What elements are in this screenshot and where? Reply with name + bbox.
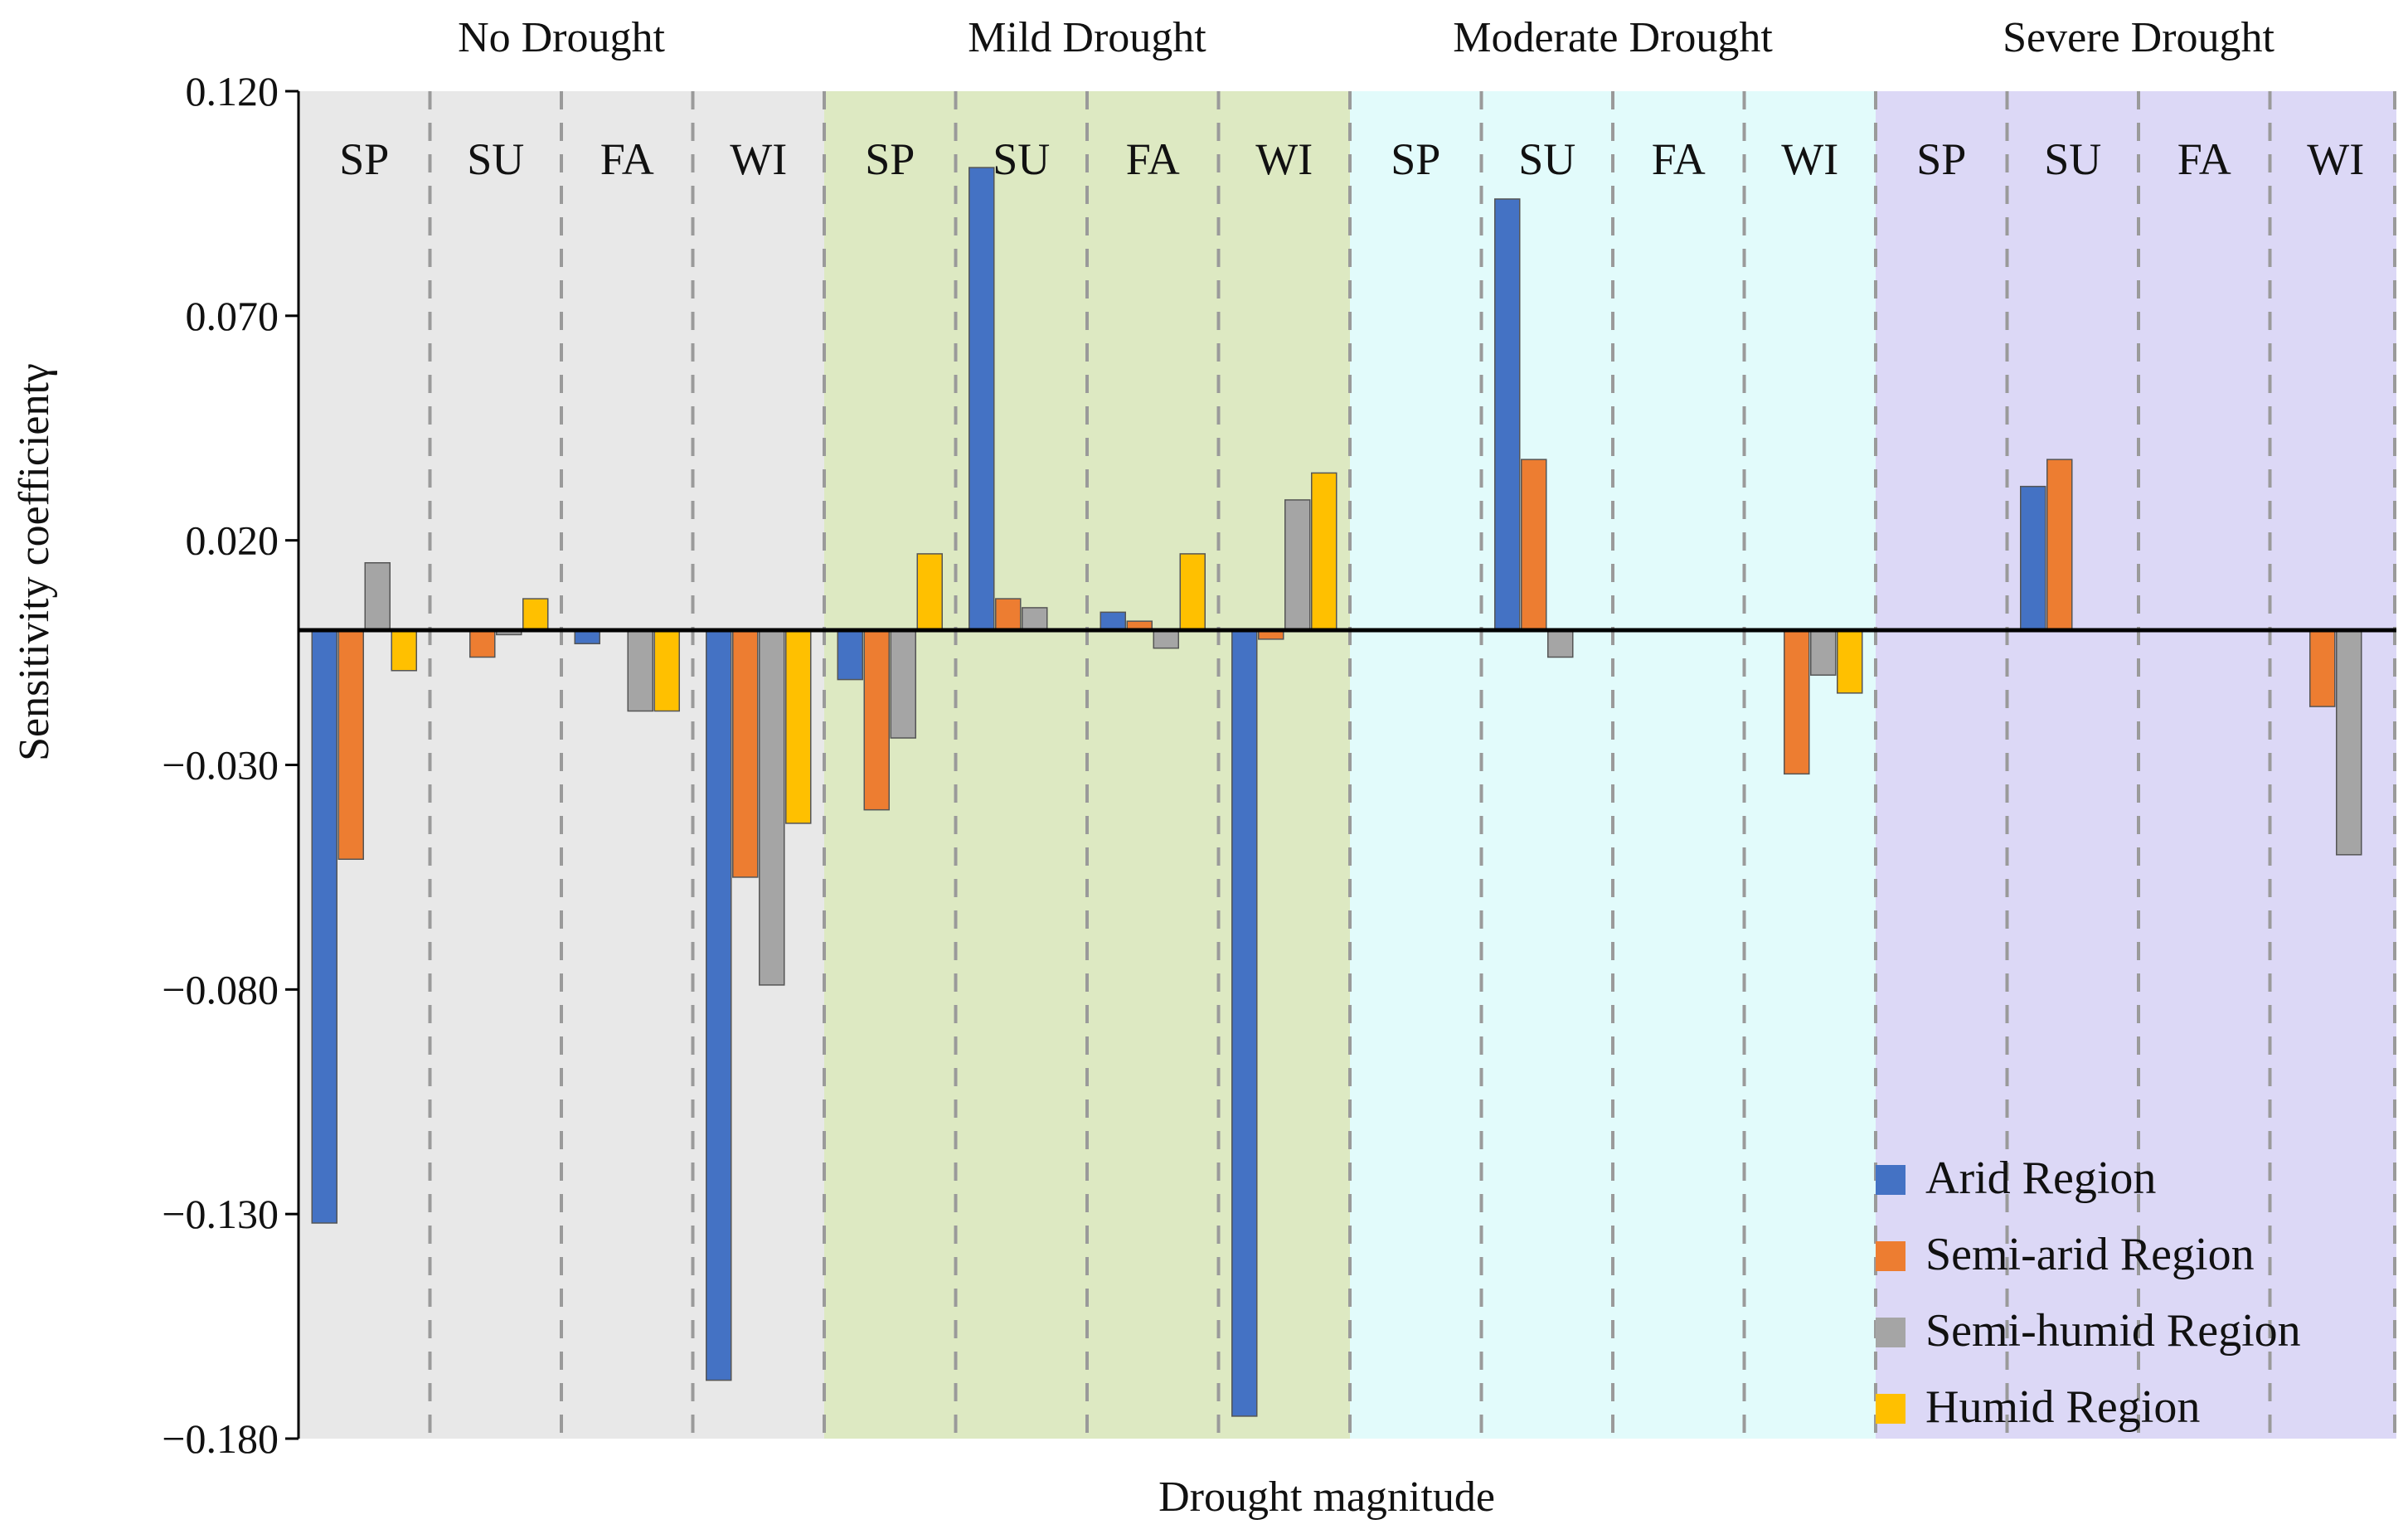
bar [391, 629, 417, 672]
season-label: SP [1916, 134, 1966, 184]
bar [1231, 629, 1258, 1417]
bar [863, 629, 890, 811]
bar [1494, 198, 1521, 631]
legend: Arid Region Semi-arid Region Semi-humid Re… [1876, 1153, 2301, 1433]
season-label: SP [1391, 134, 1440, 184]
season-label: SU [467, 134, 524, 184]
group-label: Mild Drought [968, 14, 1206, 61]
season-label: SU [993, 134, 1050, 184]
y-tick-label: 0.070 [186, 293, 279, 339]
bar [469, 629, 496, 658]
bar [1810, 629, 1837, 676]
season-label: FA [1652, 134, 1706, 184]
y-tick-label: −0.130 [162, 1191, 279, 1237]
season-label: SU [2044, 134, 2101, 184]
y-tick-label: 0.120 [186, 68, 279, 114]
season-label: FA [1126, 134, 1180, 184]
season-label: FA [2177, 134, 2231, 184]
legend-label: Arid Region [1925, 1153, 2156, 1204]
legend-swatch [1876, 1241, 1906, 1271]
legend-label: Semi-humid Region [1925, 1305, 2301, 1357]
legend-label: Humid Region [1925, 1381, 2200, 1433]
bar [1179, 553, 1206, 631]
season-label: WI [730, 134, 787, 184]
bar [627, 629, 653, 712]
season-label: FA [600, 134, 654, 184]
bar [2336, 629, 2362, 856]
bar [1153, 629, 1179, 649]
group-label: No Drought [458, 14, 665, 61]
bar [2020, 485, 2046, 631]
bars [311, 167, 2362, 1417]
bar [837, 629, 863, 681]
season-label: WI [1781, 134, 1838, 184]
y-axis-title: Sensitivity coefficientγ [11, 363, 58, 761]
y-tick-label: 0.020 [186, 517, 279, 564]
bar [2309, 629, 2336, 707]
bar [1837, 629, 1863, 694]
labels: No Drought SP SU FA WI Mild Drought SP SU FA WI Mo… [162, 14, 2364, 1462]
bar [1521, 459, 1547, 631]
bar [1022, 607, 1048, 631]
bar [1784, 629, 1810, 775]
bar [706, 629, 732, 1381]
season-label: WI [1255, 134, 1313, 184]
y-tick-label: −0.080 [162, 966, 279, 1012]
y-tick-label: −0.030 [162, 742, 279, 789]
season-dividers [428, 91, 2396, 1439]
legend-label: Semi-arid Region [1925, 1229, 2255, 1280]
bar [1284, 499, 1311, 631]
bar [1311, 472, 1338, 631]
bar [653, 629, 680, 712]
bar [969, 167, 995, 631]
x-axis-title: Drought magnitude [1158, 1473, 1495, 1521]
legend-swatch [1876, 1394, 1906, 1424]
bar [1547, 629, 1574, 658]
bar [916, 553, 943, 631]
group-label: Severe Drought [2003, 14, 2274, 61]
axes [285, 90, 2396, 1440]
bar [1100, 611, 1126, 631]
y-tick-label: −0.180 [162, 1415, 279, 1462]
bar [785, 629, 812, 824]
bar [759, 629, 785, 986]
bar [522, 598, 549, 631]
bar [732, 629, 759, 878]
bar [2046, 459, 2073, 631]
group-background [1876, 91, 2396, 1439]
bar [890, 629, 916, 739]
season-label: SU [1518, 134, 1575, 184]
bar [364, 562, 391, 631]
legend-swatch [1876, 1318, 1906, 1347]
season-label: SP [865, 134, 915, 184]
season-label: SP [339, 134, 389, 184]
season-label: WI [2307, 134, 2364, 184]
bar [337, 629, 364, 860]
legend-swatch [1876, 1165, 1906, 1195]
bar [995, 598, 1022, 631]
group-label: Moderate Drought [1453, 14, 1773, 61]
bar [311, 629, 337, 1224]
